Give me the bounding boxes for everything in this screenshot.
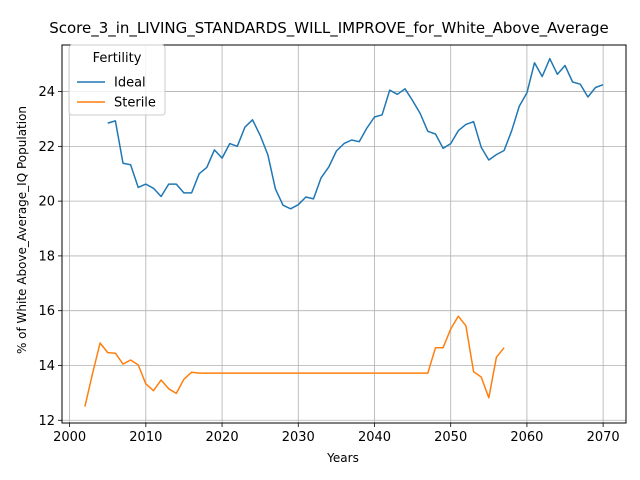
y-tick-label: 18 bbox=[38, 249, 55, 264]
legend-entry-sterile: Sterile bbox=[114, 96, 156, 111]
chart-title: Score_3_in_LIVING_STANDARDS_WILL_IMPROVE… bbox=[49, 19, 609, 38]
plot-frame bbox=[61, 44, 627, 424]
y-tick-label: 22 bbox=[38, 140, 55, 155]
x-tick-label: 2070 bbox=[587, 430, 620, 445]
legend-title: Fertility bbox=[93, 51, 142, 66]
grid-lines bbox=[62, 45, 626, 423]
y-tick-label: 14 bbox=[38, 359, 55, 374]
series-layer bbox=[84, 57, 604, 407]
x-axis-label: Years bbox=[326, 451, 359, 465]
y-tick-label: 20 bbox=[38, 195, 55, 210]
y-tick-label: 16 bbox=[38, 304, 55, 319]
x-axis: 2000 2010 2020 2030 2040 2050 2060 2070 bbox=[53, 423, 620, 445]
y-tick-label: 12 bbox=[38, 414, 55, 429]
x-tick-label: 2060 bbox=[510, 430, 543, 445]
legend: Fertility Ideal Sterile bbox=[68, 44, 166, 116]
x-tick-label: 2000 bbox=[53, 430, 86, 445]
x-tick-label: 2030 bbox=[282, 430, 315, 445]
x-tick-label: 2050 bbox=[434, 430, 467, 445]
legend-entry-ideal: Ideal bbox=[114, 76, 146, 91]
legend-box bbox=[68, 44, 166, 116]
x-tick-label: 2020 bbox=[206, 430, 239, 445]
y-axis-label: % of White Above_Average_IQ Population bbox=[15, 106, 29, 354]
series-line-ideal bbox=[107, 57, 604, 210]
x-tick-label: 2040 bbox=[358, 430, 391, 445]
y-axis: 12 14 16 18 20 22 24 bbox=[38, 85, 62, 429]
y-tick-label: 24 bbox=[38, 85, 55, 100]
series-line-sterile bbox=[84, 315, 505, 407]
x-tick-label: 2010 bbox=[129, 430, 162, 445]
